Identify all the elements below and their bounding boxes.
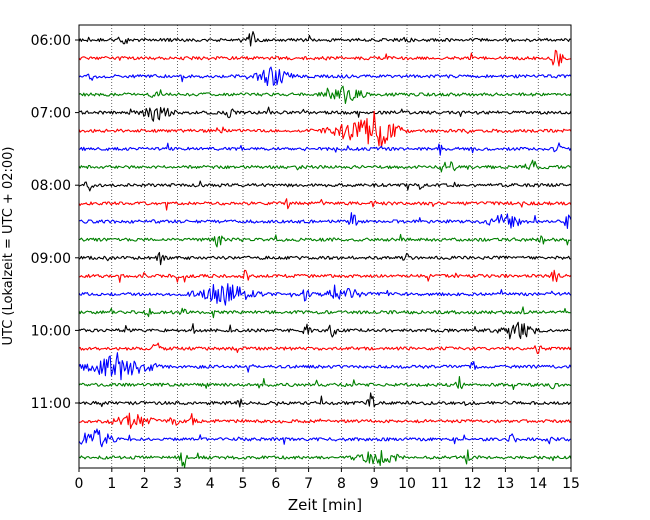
y-tick-label: 10:00 bbox=[31, 323, 71, 339]
trace-row-0900 bbox=[78, 251, 572, 266]
trace-row-0615 bbox=[78, 49, 572, 67]
x-tick-label: 14 bbox=[529, 476, 547, 492]
x-tick-label: 4 bbox=[206, 476, 215, 492]
seismogram-traces bbox=[78, 31, 572, 468]
x-tick-label: 1 bbox=[107, 476, 116, 492]
x-tick-label: 3 bbox=[173, 476, 182, 492]
y-tick-label: 09:00 bbox=[31, 251, 71, 267]
trace-row-0700 bbox=[78, 106, 572, 122]
trace-row-0715 bbox=[78, 110, 572, 148]
plot-frame bbox=[78, 24, 572, 469]
trace-row-1115 bbox=[78, 412, 572, 429]
trace-row-1130 bbox=[78, 428, 572, 448]
y-axis-ticks: 06:00 07:00 08:00 09:00 10:00 11:00 bbox=[31, 33, 79, 412]
trace-row-0915 bbox=[78, 269, 572, 283]
x-tick-label: 2 bbox=[140, 476, 149, 492]
trace-row-1045 bbox=[78, 376, 572, 391]
trace-row-1015 bbox=[78, 342, 572, 355]
x-axis-ticks: 0 1 2 3 4 5 6 7 8 9 10 11 12 13 14 15 bbox=[75, 468, 580, 492]
y-tick-label: 08:00 bbox=[31, 178, 71, 194]
x-tick-label: 5 bbox=[239, 476, 248, 492]
x-tick-label: 9 bbox=[370, 476, 379, 492]
x-tick-label: 13 bbox=[496, 476, 514, 492]
trace-row-0815 bbox=[78, 198, 572, 211]
trace-row-0800 bbox=[78, 180, 572, 192]
x-tick-label: 7 bbox=[304, 476, 313, 492]
x-tick-label: 10 bbox=[398, 476, 416, 492]
trace-row-0730 bbox=[78, 142, 572, 156]
trace-row-0930 bbox=[78, 283, 572, 306]
trace-row-1000 bbox=[78, 321, 572, 340]
y-axis-title: UTC (Lokalzeit = UTC + 02:00) bbox=[1, 147, 16, 346]
x-tick-label: 12 bbox=[464, 476, 482, 492]
y-tick-label: 06:00 bbox=[31, 33, 71, 49]
trace-row-0630 bbox=[78, 66, 572, 87]
vertical-gridlines bbox=[111, 25, 539, 468]
trace-row-0745 bbox=[78, 159, 572, 173]
x-tick-label: 0 bbox=[75, 476, 84, 492]
y-tick-label: 07:00 bbox=[31, 106, 71, 122]
trace-row-0945 bbox=[78, 306, 572, 319]
trace-row-0600 bbox=[78, 31, 572, 47]
x-tick-label: 11 bbox=[431, 476, 449, 492]
trace-row-0845 bbox=[78, 233, 572, 248]
trace-row-0645 bbox=[78, 85, 572, 105]
x-axis-title: Zeit [min] bbox=[288, 496, 362, 514]
trace-row-1145 bbox=[78, 449, 572, 468]
y-tick-label: 11:00 bbox=[31, 396, 71, 412]
trace-row-0830 bbox=[78, 212, 572, 229]
x-tick-label: 6 bbox=[271, 476, 280, 492]
x-tick-label: 15 bbox=[562, 476, 580, 492]
trace-row-1100 bbox=[78, 392, 572, 408]
x-tick-label: 8 bbox=[337, 476, 346, 492]
trace-row-1030 bbox=[78, 352, 572, 381]
